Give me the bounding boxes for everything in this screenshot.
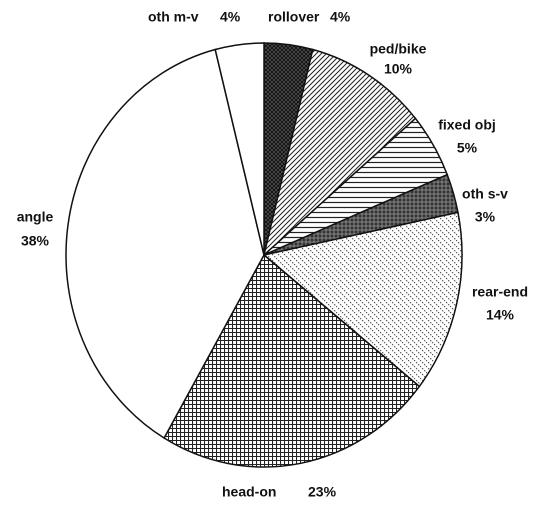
value-label: 23%: [308, 484, 337, 500]
slice-label: rollover: [268, 9, 320, 25]
pie-slice: [163, 253, 421, 468]
pie-slice: [65, 48, 265, 440]
pie-slice: [262, 48, 417, 258]
value-label: 38%: [21, 233, 50, 249]
value-label: 10%: [384, 61, 413, 77]
slice-label: angle: [17, 209, 54, 225]
slice-label: oth m-v: [148, 9, 199, 25]
pie-slice: [262, 211, 463, 388]
value-label: 14%: [486, 307, 515, 323]
slice-label: rear-end: [472, 284, 528, 300]
slice-label: oth s-v: [462, 186, 508, 202]
slice-label: ped/bike: [370, 41, 427, 57]
value-label: 4%: [220, 9, 241, 25]
value-label: 4%: [330, 9, 351, 25]
pie-slice: [214, 42, 265, 256]
value-label: 5%: [457, 140, 478, 156]
value-label: 3%: [475, 209, 496, 225]
slice-label: fixed obj: [438, 117, 496, 133]
slice-label: head-on: [222, 484, 276, 500]
